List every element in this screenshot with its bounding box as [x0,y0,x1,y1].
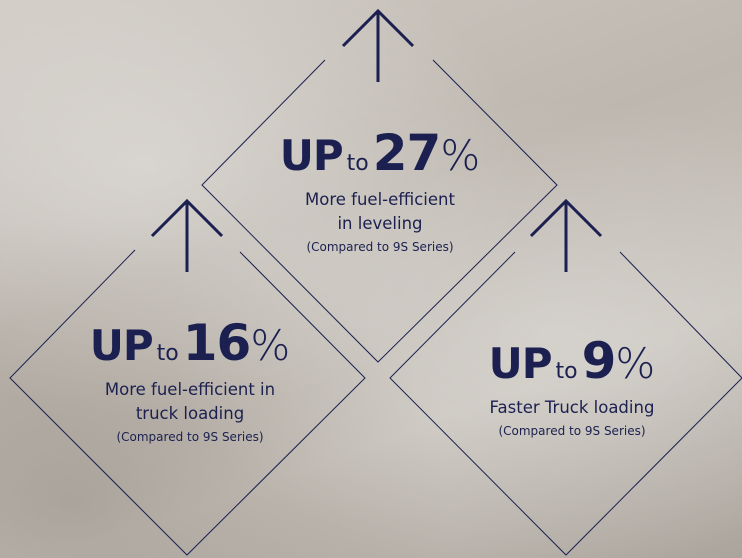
comparison-note: (Compared to 9S Series) [50,430,330,444]
up-label: UP [90,321,153,370]
percent-value: 16 [183,314,251,372]
arrow-left [152,201,222,272]
description-line: Faster Truck loading [432,396,712,420]
percent-unit: % [615,339,655,388]
to-label: to [347,151,369,176]
to-label: to [157,341,179,366]
percent-value: 9 [582,332,616,390]
comparison-note: (Compared to 9S Series) [240,240,520,254]
decor [0,0,742,558]
description-line: in leveling [240,212,520,236]
page: UPto27%More fuel-efficientin leveling(Co… [0,0,742,558]
percent-value: 27 [373,124,441,182]
percent-unit: % [440,131,480,180]
arrow-right [531,201,601,272]
description-line: More fuel-efficient [240,188,520,212]
description: Faster Truck loading [432,396,712,420]
percent-unit: % [250,321,290,370]
up-label: UP [280,131,343,180]
description-line: More fuel-efficient in [50,378,330,402]
arrow-top [343,11,413,82]
description-line: truck loading [50,402,330,426]
to-label: to [556,359,578,384]
up-label: UP [489,339,552,388]
comparison-note: (Compared to 9S Series) [432,424,712,438]
